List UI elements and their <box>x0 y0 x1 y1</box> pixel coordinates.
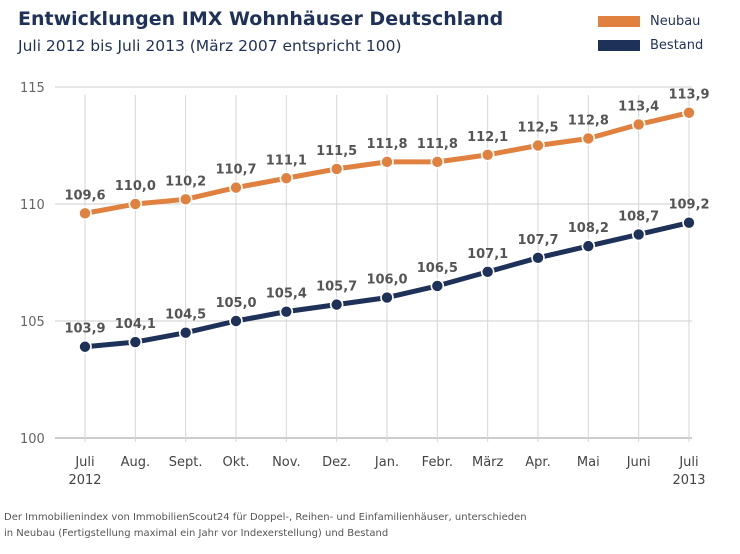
chart-title: Entwicklungen IMX Wohnhäuser Deutschland <box>18 8 504 30</box>
data-label-neubau: 111,8 <box>417 137 458 152</box>
series: 109,6 110,0 110,2 110,7 111,1 111,5 111,8 111,8… <box>64 88 710 354</box>
x-tick-label: März <box>472 455 504 470</box>
data-point-neubau <box>682 105 696 120</box>
data-point-bestand <box>128 335 143 349</box>
data-label-bestand: 108,2 <box>568 221 609 236</box>
x-tick-label: Dez. <box>322 455 351 470</box>
data-label-neubau: 112,1 <box>467 130 508 145</box>
data-point-neubau <box>229 180 243 195</box>
x-tick-label: Nov. <box>272 455 301 470</box>
data-label-neubau: 112,8 <box>568 113 609 128</box>
x-tick-label: Juni <box>626 455 651 470</box>
grid-lines <box>55 86 692 442</box>
data-point-bestand <box>581 239 596 253</box>
footnote: Der Immobilienindex von ImmobilienScout2… <box>4 510 527 542</box>
legend-label-neubau: Neubau <box>650 13 701 29</box>
data-label-neubau: 111,1 <box>266 153 307 168</box>
data-point-neubau <box>128 197 143 211</box>
data-point-bestand <box>531 251 545 265</box>
x-tick-label: Juli <box>678 455 698 470</box>
data-label-bestand: 105,7 <box>316 280 357 295</box>
data-point-bestand <box>430 279 445 293</box>
data-point-bestand <box>480 265 495 279</box>
data-point-neubau <box>380 155 394 169</box>
data-point-neubau <box>78 206 92 221</box>
x-tick-label: Juli <box>74 455 94 470</box>
data-label-bestand: 107,1 <box>467 247 508 262</box>
legend-label-bestand: Bestand <box>650 37 704 53</box>
data-label-neubau: 113,4 <box>618 99 659 114</box>
legend-item-neubau: Neubau <box>598 13 700 29</box>
data-label-neubau: 110,7 <box>215 163 256 178</box>
data-point-neubau <box>581 131 596 146</box>
data-label-bestand: 103,9 <box>64 322 105 337</box>
data-label-neubau: 111,5 <box>316 144 357 159</box>
y-tick-label: 100 <box>20 432 45 447</box>
x-tick-label: Okt. <box>223 455 250 470</box>
x-tick-label: Aug. <box>121 455 151 470</box>
legend-item-bestand: Bestand <box>598 37 703 53</box>
data-label-bestand: 106,5 <box>417 261 458 276</box>
data-point-bestand <box>380 290 394 305</box>
data-point-neubau <box>279 171 294 186</box>
y-tick-label: 105 <box>20 315 45 330</box>
data-point-neubau <box>430 155 445 169</box>
line-chart: 100 105 110 115 Juli 2012 Aug. Sept. Okt. Nov. De… <box>20 81 710 488</box>
data-label-bestand: 105,0 <box>215 296 256 311</box>
x-tick-label: Sept. <box>169 455 203 470</box>
x-axis-ticks: Juli 2012 Aug. Sept. Okt. Nov. Dez. Jan. Febr. Mä… <box>68 455 705 488</box>
data-label-bestand: 107,7 <box>517 233 558 248</box>
chart-subtitle: Juli 2012 bis Juli 2013 (März 2007 entsp… <box>18 37 402 55</box>
data-point-bestand <box>78 339 92 354</box>
data-point-neubau <box>329 162 344 176</box>
x-tick-label: 2012 <box>68 473 101 488</box>
data-point-bestand <box>631 227 646 242</box>
data-label-bestand: 109,2 <box>668 198 709 213</box>
data-label-neubau: 113,9 <box>668 88 709 103</box>
y-axis-ticks: 100 105 110 115 <box>20 81 45 447</box>
x-tick-label: Febr. <box>422 455 453 470</box>
legend-swatch-neubau <box>598 15 640 27</box>
data-label-bestand: 106,0 <box>366 273 407 288</box>
data-point-bestand <box>229 314 243 328</box>
x-tick-label: 2013 <box>672 473 705 488</box>
data-point-bestand <box>279 304 294 319</box>
data-label-neubau: 111,8 <box>366 137 407 152</box>
legend-swatch-bestand <box>598 39 640 51</box>
data-label-neubau: 112,5 <box>517 121 558 136</box>
data-label-bestand: 104,1 <box>115 317 156 332</box>
data-label-neubau: 110,2 <box>165 174 206 189</box>
data-point-neubau <box>480 148 495 162</box>
y-tick-label: 110 <box>20 198 45 213</box>
x-tick-label: Jan. <box>374 455 399 470</box>
data-point-bestand <box>178 325 193 340</box>
data-point-neubau <box>631 117 646 132</box>
data-label-neubau: 110,0 <box>115 179 156 194</box>
data-point-bestand <box>329 297 344 312</box>
footnote-line: Der Immobilienindex von ImmobilienScout2… <box>4 512 527 523</box>
data-label-bestand: 105,4 <box>266 287 307 302</box>
data-point-bestand <box>682 215 696 230</box>
footnote-line: in Neubau (Fertigstellung maximal ein Ja… <box>4 528 389 539</box>
y-tick-label: 115 <box>20 81 45 96</box>
data-label-bestand: 108,7 <box>618 209 659 224</box>
x-tick-label: Apr. <box>525 455 550 470</box>
data-point-neubau <box>531 138 545 153</box>
x-tick-label: Mai <box>577 455 600 470</box>
data-label-neubau: 109,6 <box>64 188 105 203</box>
data-label-bestand: 104,5 <box>165 308 206 323</box>
data-point-neubau <box>178 192 193 207</box>
